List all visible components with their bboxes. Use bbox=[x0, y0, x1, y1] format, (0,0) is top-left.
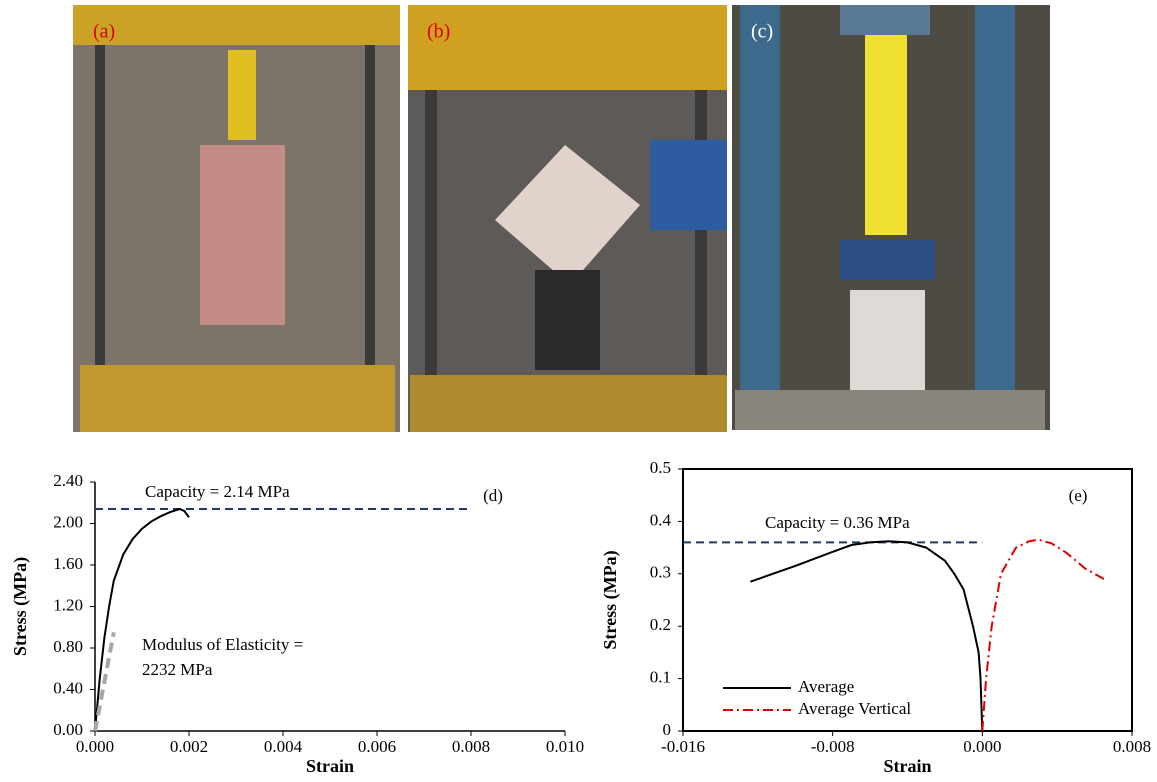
annotation: (d) bbox=[483, 486, 503, 505]
y-tick-label: 0.40 bbox=[53, 678, 83, 697]
series-line bbox=[95, 632, 114, 731]
x-tick-label: 0.008 bbox=[452, 737, 490, 756]
annotation: Capacity = 0.36 MPa bbox=[765, 513, 910, 532]
y-tick-label: 2.00 bbox=[53, 512, 83, 531]
y-axis-title: Stress (MPa) bbox=[600, 550, 621, 649]
column bbox=[425, 90, 437, 420]
specimen bbox=[850, 290, 925, 390]
photo-a: (a) bbox=[73, 5, 400, 432]
annotation: (e) bbox=[1069, 486, 1088, 505]
x-tick-label: 0.006 bbox=[358, 737, 396, 756]
x-tick-label: 0.000 bbox=[76, 737, 114, 756]
y-tick-label: 1.20 bbox=[53, 595, 83, 614]
y-tick-label: 0.5 bbox=[650, 458, 671, 477]
photo-b: (b) bbox=[408, 5, 727, 432]
photo-label: (b) bbox=[427, 21, 450, 43]
load-plate bbox=[840, 240, 935, 280]
x-axis-title: Strain bbox=[306, 756, 354, 776]
figure: (a) (b) (c) 0.000.400.801.201.602.002.40… bbox=[0, 0, 1157, 782]
beam bbox=[840, 5, 930, 35]
x-tick-label: 0.010 bbox=[546, 737, 584, 756]
y-tick-label: 0.2 bbox=[650, 615, 671, 634]
column bbox=[95, 45, 105, 385]
y-tick-label: 2.40 bbox=[53, 471, 83, 490]
x-tick-label: 0.004 bbox=[264, 737, 303, 756]
x-axis-title: Strain bbox=[883, 756, 931, 776]
x-tick-label: -0.008 bbox=[811, 737, 855, 756]
column bbox=[365, 45, 375, 385]
x-tick-label: 0.002 bbox=[170, 737, 208, 756]
y-axis-title: Stress (MPa) bbox=[10, 557, 31, 656]
annotation: Capacity = 2.14 MPa bbox=[145, 482, 290, 501]
column bbox=[975, 5, 1015, 405]
loading-beam bbox=[408, 5, 727, 90]
y-tick-label: 1.60 bbox=[53, 554, 83, 573]
figure-canvas: (a) (b) (c) 0.000.400.801.201.602.002.40… bbox=[0, 0, 1157, 782]
plot-frame bbox=[683, 469, 1132, 731]
column bbox=[695, 90, 707, 420]
annotation: Modulus of Elasticity = bbox=[142, 635, 303, 654]
base bbox=[80, 365, 395, 432]
legend-label: Average Vertical bbox=[798, 699, 911, 718]
support bbox=[535, 270, 600, 370]
y-tick-label: 0.4 bbox=[650, 510, 672, 529]
photo-c: (c) bbox=[732, 5, 1050, 430]
legend-label: Average bbox=[798, 677, 854, 696]
y-tick-label: 0.80 bbox=[53, 637, 83, 656]
x-tick-label: 0.008 bbox=[1113, 737, 1151, 756]
y-tick-label: 0.1 bbox=[650, 668, 671, 687]
photo-label: (a) bbox=[93, 21, 115, 43]
annotation: 2232 MPa bbox=[142, 660, 213, 679]
background-tarp bbox=[650, 140, 727, 230]
series-line bbox=[982, 540, 1104, 731]
series-line bbox=[95, 509, 189, 731]
base bbox=[735, 390, 1045, 430]
photo-label: (c) bbox=[751, 21, 773, 43]
base bbox=[410, 375, 727, 432]
specimen bbox=[200, 145, 285, 325]
actuator bbox=[228, 50, 256, 140]
y-tick-label: 0.3 bbox=[650, 563, 671, 582]
x-tick-label: -0.016 bbox=[661, 737, 705, 756]
actuator bbox=[865, 35, 907, 235]
column bbox=[740, 5, 780, 405]
loading-beam bbox=[73, 5, 400, 45]
x-tick-label: 0.000 bbox=[963, 737, 1001, 756]
